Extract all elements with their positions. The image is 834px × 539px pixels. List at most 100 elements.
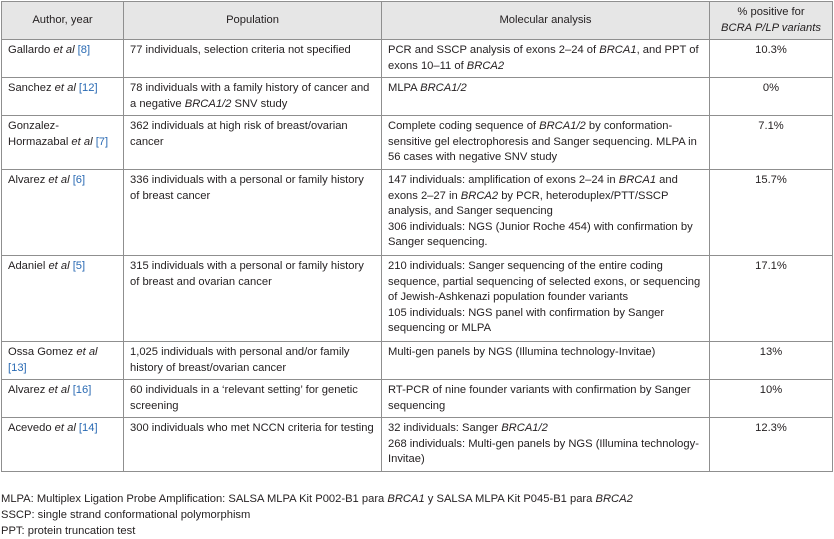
header-molecular-analysis: Molecular analysis: [381, 1, 710, 40]
header-population: Population: [123, 1, 382, 40]
table-row: Gonzalez-Hormazabal et al [7] 362 indivi…: [1, 115, 833, 170]
footnotes: MLPA: Multiplex Ligation Probe Amplifica…: [1, 491, 633, 539]
footnote-text: MLPA: Multiplex Ligation Probe Amplifica…: [1, 493, 388, 505]
molecular-text: by PCR, heteroduplex/PTT/SSCP analysis, …: [388, 189, 669, 218]
gene-name: BRCA1: [387, 493, 425, 505]
author-cell: Adaniel et al [5]: [1, 255, 124, 342]
reference-link[interactable]: [6]: [72, 174, 86, 186]
author-etal: et al: [54, 82, 76, 94]
population-cell: 300 individuals who met NCCN criteria fo…: [123, 417, 382, 472]
population-cell: 315 individuals with a personal or famil…: [123, 255, 382, 342]
molecular-cell: 32 individuals: Sanger BRCA1/2 268 indivi…: [381, 417, 710, 472]
percent-cell: 12.3%: [709, 417, 833, 472]
header-percent-line2: BCRA P/LP variants: [721, 21, 821, 34]
author-name: Ossa Gomez: [8, 346, 77, 358]
author-name: Sanchez: [8, 82, 55, 94]
gene-name: BRCA2: [466, 59, 505, 72]
table-row: Acevedo et al [14] 300 individuals who m…: [1, 417, 833, 472]
author-etal: et al: [71, 135, 93, 148]
table-row: Alvarez et al [6] 336 individuals with a…: [1, 169, 833, 256]
reference-link[interactable]: [12]: [78, 82, 98, 94]
gene-name: BRCA1/2: [184, 97, 232, 110]
results-table: Author, year Population Molecular analys…: [1, 1, 833, 472]
gene-name: BRCA1: [618, 174, 657, 186]
author-cell: Sanchez et al [12]: [1, 77, 124, 116]
population-cell: 1,025 individuals with personal and/or f…: [123, 341, 382, 380]
author-name: Acevedo: [8, 422, 55, 434]
molecular-cell: PCR and SSCP analysis of exons 2–24 of B…: [381, 39, 710, 78]
author-cell: Gonzalez-Hormazabal et al [7]: [1, 115, 124, 170]
molecular-text: by conformation-sensitive gel electropho…: [388, 120, 697, 163]
population-cell: 60 individuals in a ‘relevant setting’ f…: [123, 379, 382, 418]
molecular-cell: Multi-gen panels by NGS (Illumina techno…: [381, 341, 710, 380]
table-row: Adaniel et al [5] 315 individuals with a…: [1, 255, 833, 342]
molecular-text: , and PPT of exons 10–11 of: [388, 44, 699, 72]
author-cell: Ossa Gomez et al [13]: [1, 341, 124, 380]
molecular-text: PCR and SSCP analysis of exons 2–24 of: [388, 44, 600, 56]
population-text: SNV study: [231, 97, 288, 110]
author-etal: et al: [54, 422, 76, 434]
reference-link[interactable]: [16]: [72, 384, 92, 396]
header-percent-positive: % positive for BCRA P/LP variants: [709, 1, 833, 40]
table-row: Sanchez et al [12] 78 individuals with a…: [1, 77, 833, 116]
molecular-text: MLPA: [388, 82, 421, 94]
gene-name: BRCA1/2: [501, 422, 548, 434]
author-name: Alvarez: [8, 384, 49, 396]
molecular-text: 32 individuals: Sanger: [388, 422, 502, 434]
percent-cell: 15.7%: [709, 169, 833, 256]
author-name: Alvarez: [8, 174, 49, 186]
header-row: Author, year Population Molecular analys…: [1, 1, 833, 40]
reference-link[interactable]: [8]: [77, 44, 91, 56]
molecular-text: 210 individuals: Sanger sequencing of th…: [388, 260, 701, 303]
gene-name: BRCA2: [595, 493, 633, 505]
table-row: Ossa Gomez et al [13] 1,025 individuals …: [1, 341, 833, 380]
population-cell: 362 individuals at high risk of breast/o…: [123, 115, 382, 170]
percent-cell: 7.1%: [709, 115, 833, 170]
author-etal: et al: [48, 384, 70, 396]
gene-name: BRCA1/2: [539, 120, 586, 132]
author-name: Gallardo: [8, 44, 54, 56]
author-cell: Gallardo et al [8]: [1, 39, 124, 78]
molecular-text: and exons 2–27 in: [388, 174, 678, 202]
population-cell: 78 individuals with a family history of …: [123, 77, 382, 116]
molecular-cell: Complete coding sequence of BRCA1/2 by c…: [381, 115, 710, 170]
percent-cell: 13%: [709, 341, 833, 380]
header-author: Author, year: [1, 1, 124, 40]
population-cell: 336 individuals with a personal or famil…: [123, 169, 382, 256]
percent-cell: 17.1%: [709, 255, 833, 342]
author-etal: et al: [76, 346, 98, 358]
footnote-text: y SALSA MLPA Kit P045-B1 para: [424, 493, 596, 505]
gene-name: BRCA1/2: [420, 82, 467, 94]
gene-name: BRCA1: [599, 44, 637, 56]
author-etal: et al: [48, 260, 70, 272]
footnote-mlpa: MLPA: Multiplex Ligation Probe Amplifica…: [1, 491, 633, 507]
molecular-text: Complete coding sequence of: [388, 120, 540, 132]
author-cell: Acevedo et al [14]: [1, 417, 124, 472]
author-etal: et al: [48, 174, 70, 186]
molecular-text: 306 individuals: NGS (Junior Roche 454) …: [388, 220, 693, 249]
molecular-cell: 147 individuals: amplification of exons …: [381, 169, 710, 256]
header-percent-line1: % positive for: [737, 6, 805, 18]
molecular-text: 105 individuals: NGS panel with confirma…: [388, 306, 665, 335]
table-row: Alvarez et al [16] 60 individuals in a ‘…: [1, 379, 833, 418]
molecular-cell: RT-PCR of nine founder variants with con…: [381, 379, 710, 418]
reference-link[interactable]: [5]: [72, 260, 86, 272]
percent-cell: 10.3%: [709, 39, 833, 78]
percent-cell: 0%: [709, 77, 833, 116]
author-name: Adaniel: [8, 260, 49, 272]
molecular-text: 147 individuals: amplification of exons …: [388, 174, 619, 186]
molecular-cell: 210 individuals: Sanger sequencing of th…: [381, 255, 710, 342]
reference-link[interactable]: [13]: [8, 361, 27, 374]
gene-name: BRCA2: [460, 189, 499, 202]
reference-link[interactable]: [14]: [78, 422, 98, 434]
footnote-sscp: SSCP: single strand conformational polym…: [1, 509, 251, 521]
population-text: 78 individuals with a family history of …: [130, 82, 370, 110]
author-name: Gonzalez-Hormazabal: [8, 120, 72, 148]
footnote-ppt: PPT: protein truncation test: [1, 525, 136, 537]
molecular-cell: MLPA BRCA1/2: [381, 77, 710, 116]
molecular-text: 268 individuals: Multi-gen panels by NGS…: [388, 437, 699, 466]
author-cell: Alvarez et al [16]: [1, 379, 124, 418]
author-cell: Alvarez et al [6]: [1, 169, 124, 256]
reference-link[interactable]: [7]: [95, 135, 109, 148]
percent-cell: 10%: [709, 379, 833, 418]
